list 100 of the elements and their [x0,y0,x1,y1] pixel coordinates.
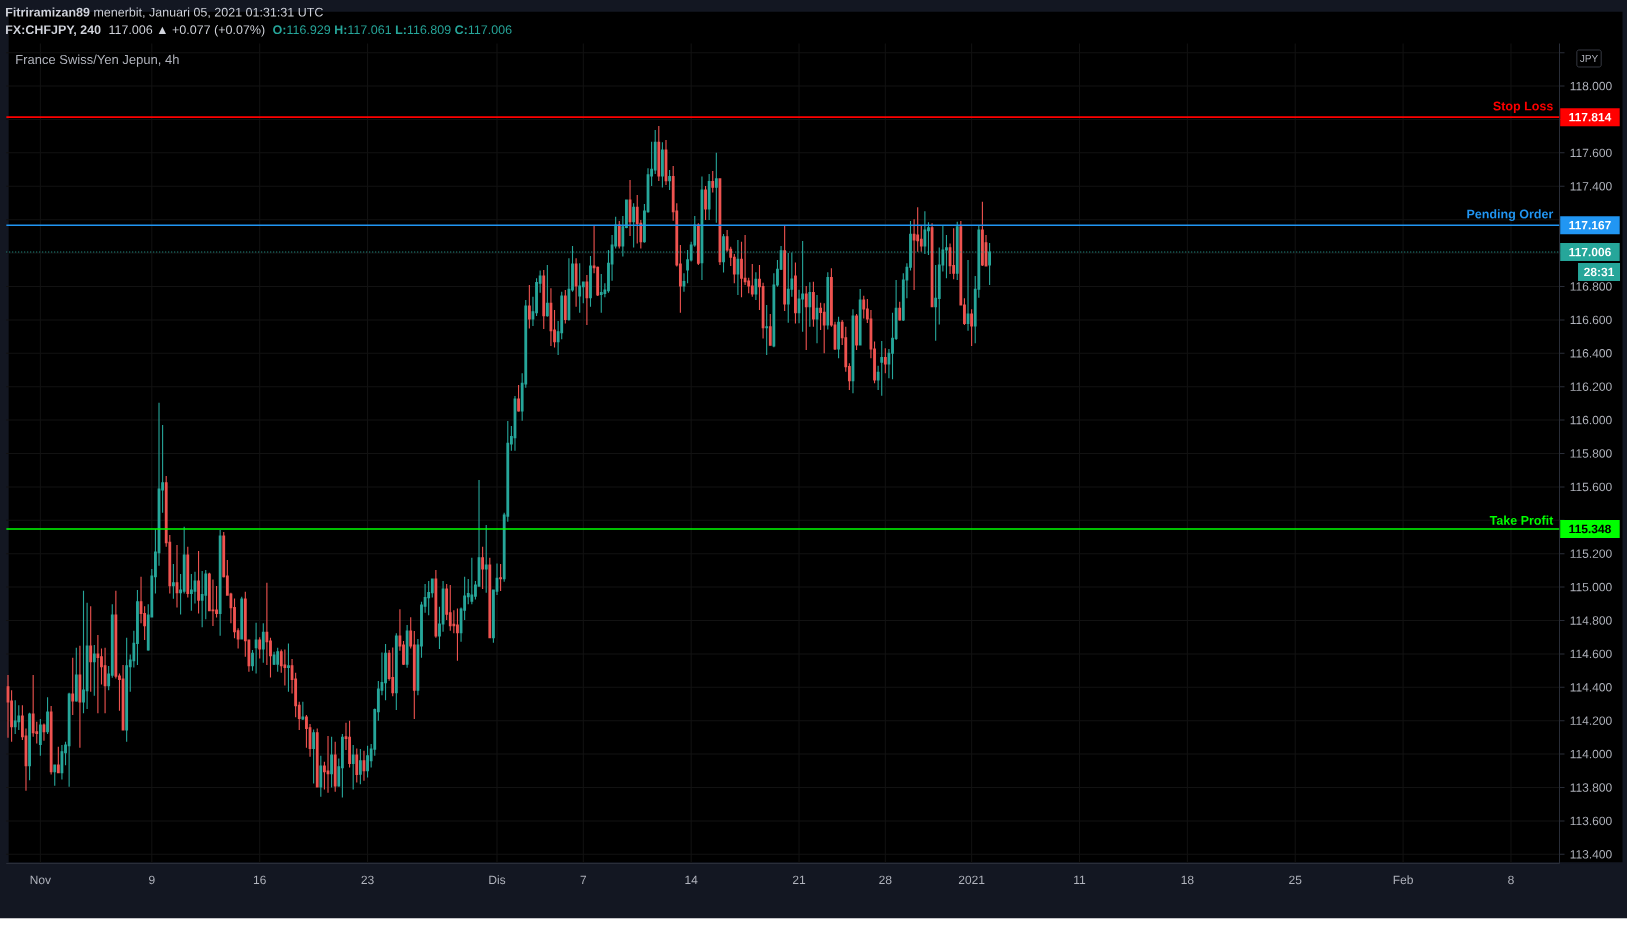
candlestick [804,285,808,351]
candlestick [794,262,797,324]
candlestick [38,718,42,757]
candlestick [682,272,686,293]
candlestick [42,722,46,742]
candlestick [46,696,49,735]
candlestick [966,259,970,332]
candlestick [808,281,812,328]
candlestick [711,170,715,194]
candlestick [563,289,567,324]
candlestick [92,644,96,697]
y-tick-label: 113.400 [1570,850,1612,859]
candlestick [750,263,754,298]
candlestick [175,544,179,609]
candlestick [96,634,100,714]
candlestick [434,569,438,639]
x-tick-label: 14 [685,875,698,884]
x-tick-label: 23 [361,875,374,885]
candlestick [754,271,758,301]
text: O:116.929 H:117.061 L:116.809 C:117.006 [273,25,512,35]
candlestick [348,720,351,769]
x-tick-label: 7 [580,875,587,884]
candlestick [13,699,17,735]
candlestick [276,647,280,673]
candlestick [60,744,64,781]
candlestick [17,704,21,731]
y-tick-label: 116.200 [1570,382,1612,391]
text: 117.814 [1569,112,1612,122]
candlestick [67,692,71,788]
candlestick [930,222,934,308]
candlestick [172,563,175,600]
candlestick [822,302,826,354]
y-tick-label: 115.200 [1570,549,1612,558]
candlestick [714,152,718,224]
y-tick-label: 115.000 [1570,582,1612,592]
x-tick-label: 16 [253,875,266,885]
y-tick-label: 115.600 [1570,482,1612,492]
candlestick [707,173,711,221]
candlestick [78,645,82,749]
candlestick [351,744,355,791]
candlestick [481,546,485,590]
y-tick-label: 116.400 [1570,349,1612,358]
candlestick [837,316,840,359]
candlestick [513,395,517,452]
y-tick-label: 114.200 [1570,716,1612,725]
x-tick-label: Dis [489,875,506,885]
x-tick-label: 2021 [958,875,985,885]
candlestick [427,580,431,616]
candlestick [405,624,409,669]
candlestick [862,295,866,319]
x-tick-label: 25 [1289,875,1302,885]
y-tick-label: 116.800 [1570,282,1612,291]
candlestick [499,563,502,592]
candlestick [542,269,546,330]
candlestick [970,308,974,347]
candlestick [189,573,193,612]
candlestick [200,570,204,628]
x-tick-label: 11 [1074,875,1086,884]
candlestick [632,202,636,248]
candlestick [287,642,290,693]
ref-line-label: Pending Order [1467,209,1554,221]
candlestick [589,255,592,308]
candlestick [391,646,395,697]
candlestick [340,733,344,799]
candlestick [470,557,474,605]
candlestick [661,141,664,189]
candlestick [136,589,139,666]
y-tick-label: 113.600 [1570,816,1612,826]
candlestick [898,301,902,322]
candlestick [197,550,200,615]
y-tick-label: 113.800 [1570,783,1612,792]
candlestick [786,252,790,324]
y-tick-label: 116.600 [1570,315,1612,325]
candlestick [578,262,582,314]
y-tick-label: 115.800 [1570,449,1612,458]
candlestick [330,736,333,789]
candlestick [858,288,862,346]
candlestick [103,647,107,714]
candlestick [517,384,520,413]
candlestick [312,728,316,785]
candlestick [448,584,452,632]
candlestick [125,637,129,743]
candlestick [826,271,830,330]
x-tick-label: 8 [1508,875,1514,885]
y-tick-label: 114.600 [1570,649,1612,659]
text: 117.006 ▲ +0.077 (+0.07%) [109,24,265,37]
text: 28:31 [1584,267,1615,277]
candlestick [326,735,330,794]
candlestick [952,227,956,280]
candlestick [254,622,258,674]
ref-line-label: Take Profit [1489,515,1554,525]
candlestick [549,287,553,347]
ref-line-label: Stop Loss [1493,101,1553,113]
candlestick [362,750,366,782]
candlestick [56,746,60,774]
candlestick [657,125,661,182]
candlestick [218,529,222,637]
candlestick [333,741,337,793]
text: France Swiss/Yen Jepun, 4h [16,54,179,67]
candlestick [585,274,589,326]
